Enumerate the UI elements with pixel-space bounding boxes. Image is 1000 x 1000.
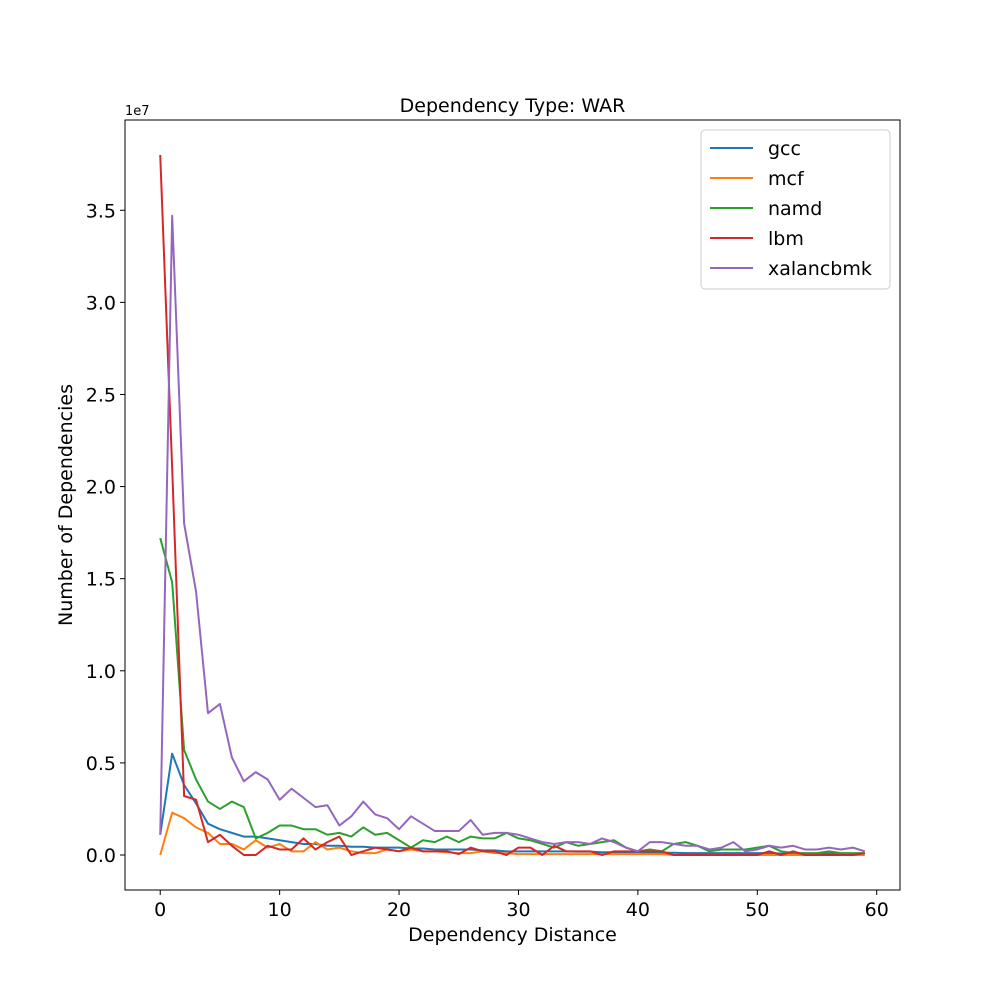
legend-label-gcc: gcc — [768, 138, 801, 160]
legend-box — [700, 129, 891, 290]
x-tick-label: 60 — [865, 899, 889, 921]
y-tick-label: 2.0 — [86, 477, 116, 499]
legend-label-lbm: lbm — [768, 228, 804, 250]
series-line-gcc — [159, 752, 865, 855]
series-line-lbm — [159, 154, 865, 856]
legend: gcc mcf namd lbm xalancbmk — [700, 129, 891, 290]
series-line-xalancbmk — [159, 214, 866, 853]
y-axis-scale-label: 1e7 — [125, 104, 150, 119]
x-tick-label: 20 — [387, 899, 411, 921]
y-tick-label: 3.0 — [86, 292, 116, 314]
chart-title: Dependency Type: WAR — [400, 95, 626, 117]
y-tick-label: 0.5 — [86, 753, 116, 775]
y-tick-label: 1.5 — [86, 569, 116, 591]
y-tick-label: 0.0 — [86, 845, 116, 867]
x-axis-label: Dependency Distance — [408, 924, 617, 946]
y-tick-label: 2.5 — [86, 384, 116, 406]
x-tick-label: 0 — [154, 899, 166, 921]
plot-area: 0 10 20 30 40 50 60 0.0 0.5 1.0 1.5 2.0 2.5 3.0 3.5 — [86, 119, 901, 921]
y-tick-label: 3.5 — [86, 200, 116, 222]
x-tick-label: 10 — [268, 899, 292, 921]
legend-label-mcf: mcf — [768, 168, 805, 190]
series-line-namd — [159, 537, 865, 855]
legend-label-xalancbmk: xalancbmk — [768, 258, 872, 280]
y-tick-label: 1.0 — [86, 661, 116, 683]
legend-label-namd: namd — [768, 198, 822, 220]
x-tick-label: 40 — [626, 899, 650, 921]
x-tick-label: 30 — [506, 899, 530, 921]
y-axis-label: Number of Dependencies — [55, 384, 77, 626]
axes-frame — [124, 119, 901, 891]
x-tick-label: 50 — [745, 899, 769, 921]
